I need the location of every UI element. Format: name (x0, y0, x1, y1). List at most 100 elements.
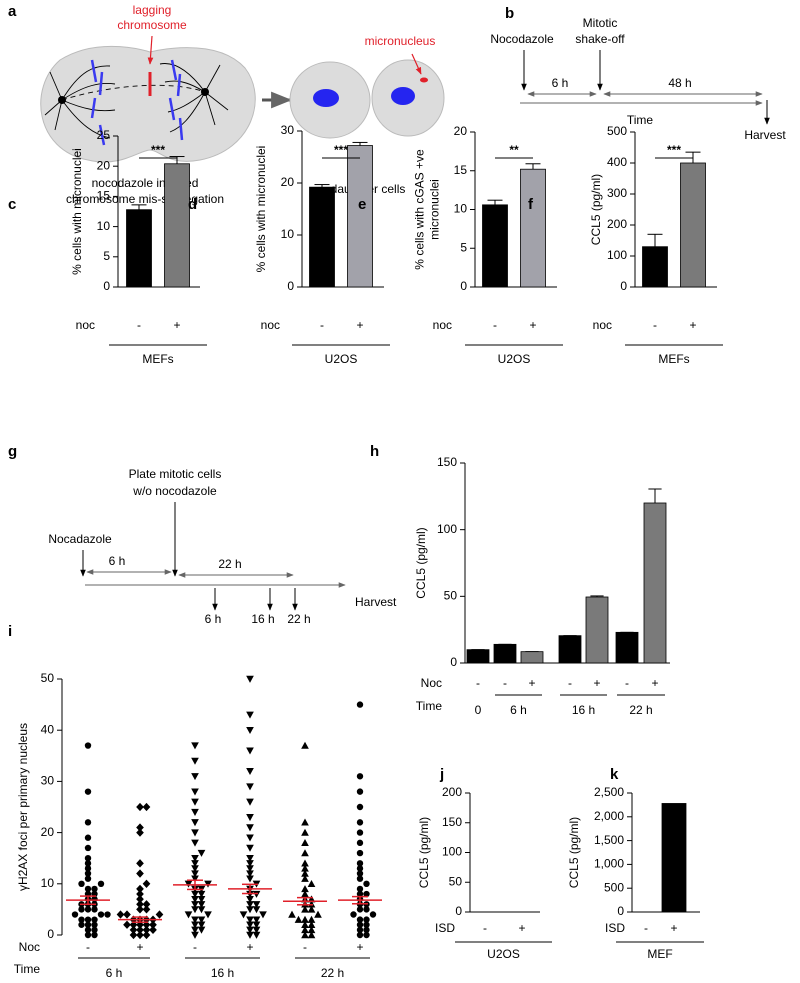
panel-letter: f (528, 196, 534, 213)
y-tick-label: 0 (287, 279, 294, 293)
micronucleus (420, 77, 428, 83)
point (363, 906, 370, 913)
label: w/o nocodazole (132, 484, 217, 498)
y-tick-label: 200 (442, 785, 462, 799)
bar (585, 596, 609, 664)
group-label: 6 h (510, 703, 527, 717)
point (91, 921, 98, 928)
point (84, 788, 92, 795)
point (142, 925, 151, 935)
panel-letter: e (358, 196, 366, 213)
y-tick-label: 0 (460, 279, 467, 293)
bar (493, 643, 517, 664)
point (356, 870, 364, 877)
point (301, 931, 309, 939)
point (136, 925, 144, 935)
label: 22 h (287, 612, 310, 626)
group-label: U2OS (487, 947, 520, 961)
bar (680, 162, 706, 288)
x-tick-label: - (476, 676, 480, 690)
point (252, 926, 261, 934)
point (142, 900, 151, 909)
point (78, 916, 85, 923)
point (142, 879, 151, 888)
y-tick-label: 10 (454, 202, 468, 216)
bar (482, 204, 508, 288)
bar (164, 163, 190, 288)
point (307, 931, 316, 939)
point (307, 879, 316, 887)
point (123, 910, 131, 919)
point (191, 798, 199, 806)
y-axis-label: CCL5 (pg/ml) (567, 817, 581, 888)
point (252, 916, 261, 924)
point (136, 869, 144, 878)
group-label: MEFs (658, 352, 689, 366)
point (288, 910, 296, 918)
point (356, 701, 364, 708)
point (246, 906, 254, 914)
point (91, 931, 98, 939)
y-tick-label: 500 (604, 880, 624, 894)
point (191, 895, 199, 903)
x-tick-label: + (356, 318, 363, 332)
point (252, 931, 261, 939)
y-axis-label: CCL5 (pg/ml) (589, 174, 603, 245)
point (84, 906, 92, 913)
x-tick-label: - (86, 940, 90, 954)
point (191, 916, 199, 924)
point (246, 814, 254, 822)
point (356, 931, 364, 939)
point (84, 854, 92, 862)
point (123, 920, 131, 929)
point (307, 905, 316, 913)
bar (466, 649, 490, 664)
point (191, 829, 199, 837)
point (142, 905, 151, 914)
label: 48 h (668, 76, 691, 90)
point (191, 931, 199, 939)
point (197, 906, 206, 914)
point (84, 870, 92, 877)
point (356, 875, 364, 882)
x-tick-label: + (246, 940, 253, 954)
point (307, 915, 316, 923)
y-tick-label: 400 (607, 155, 627, 169)
point (155, 910, 164, 919)
point (136, 823, 144, 832)
point (78, 880, 85, 887)
point (129, 925, 138, 935)
point (91, 916, 98, 923)
point (136, 828, 144, 837)
y-tick-label: 10 (41, 876, 55, 890)
point (129, 930, 138, 940)
row-label: noc (261, 318, 280, 332)
point (252, 921, 261, 929)
point (301, 920, 309, 928)
point (136, 930, 144, 940)
y-tick-label: 300 (607, 186, 627, 200)
group-label: 0 (475, 703, 482, 717)
point (363, 890, 370, 898)
x-tick-label: + (173, 318, 180, 332)
point (191, 890, 199, 898)
x-tick-label: - (625, 676, 629, 690)
label: 6 h (109, 554, 126, 568)
bar (661, 803, 687, 913)
point (252, 890, 261, 898)
point (356, 849, 364, 857)
point (142, 930, 151, 940)
y-tick-label: 5 (103, 249, 110, 263)
point (191, 839, 199, 847)
group-label: 16 h (211, 966, 234, 980)
x-tick-label: + (593, 676, 600, 690)
point (301, 828, 309, 836)
label: Nocadazole (48, 532, 112, 546)
point (204, 911, 212, 919)
point (191, 865, 199, 873)
point (197, 921, 206, 929)
point (301, 874, 309, 882)
bar (126, 209, 152, 288)
y-tick-label: 150 (437, 455, 457, 469)
point (136, 900, 144, 909)
